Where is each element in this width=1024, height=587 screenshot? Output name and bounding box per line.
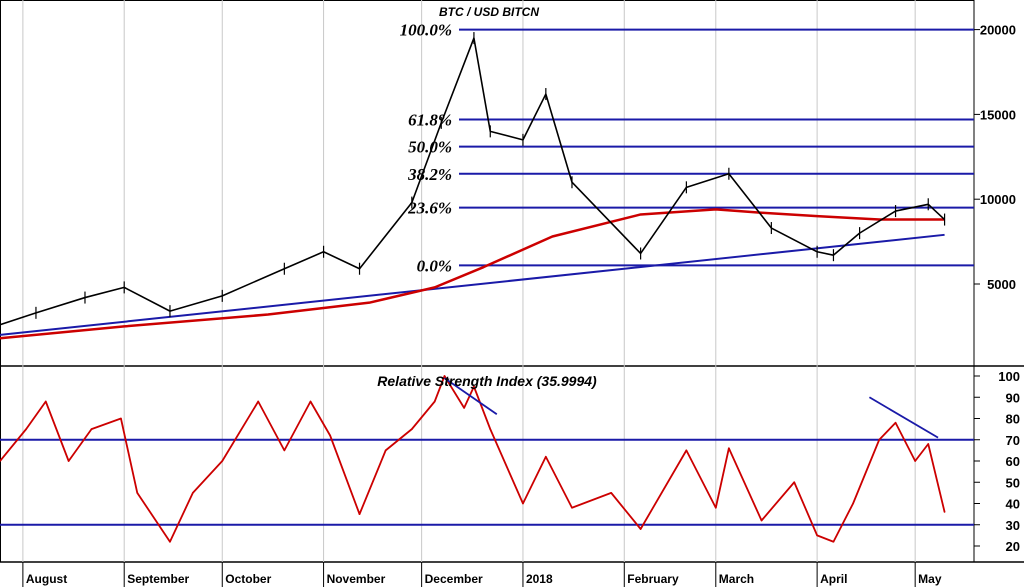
rsi-point	[221, 460, 224, 462]
rsi-point	[816, 534, 818, 537]
rsi-point	[894, 421, 897, 424]
price-line	[0, 37, 946, 326]
rsi-point	[25, 428, 27, 430]
rsi-point	[473, 385, 475, 388]
rsi-point	[522, 502, 524, 505]
price-tick-label: 10000	[980, 192, 1016, 207]
rsi-point	[257, 400, 260, 403]
rsi-point	[489, 428, 492, 430]
rsi-point	[192, 492, 194, 494]
fib-level-label: 50.0%	[408, 138, 452, 157]
rsi-line	[0, 375, 946, 543]
price-tick-label: 15000	[980, 107, 1016, 122]
rsi-point	[914, 460, 916, 462]
rsi-point	[0, 460, 1, 462]
month-label: March	[719, 572, 754, 586]
rsi-tick-label: 40	[1006, 497, 1020, 512]
price-tick-label: 20000	[980, 23, 1016, 38]
rsi-point	[943, 511, 946, 513]
month-label: November	[327, 572, 386, 586]
price-trendline	[0, 233, 945, 336]
rsi-point	[610, 492, 613, 494]
rsi-point	[832, 540, 835, 543]
chart-frame	[0, 0, 1024, 563]
rsi-point	[443, 375, 446, 377]
rsi-point	[329, 434, 331, 437]
rsi-point	[309, 400, 312, 403]
rsi-point	[358, 513, 361, 515]
rsi-point	[545, 455, 547, 458]
fib-level-label: 0.0%	[417, 256, 452, 275]
fib-level-label: 100.0%	[400, 21, 452, 40]
month-gridlines	[22, 0, 916, 587]
rsi-point	[283, 449, 286, 452]
rsi-point	[571, 506, 573, 509]
rsi-tick-label: 50	[1006, 475, 1020, 490]
rsi-panel	[0, 375, 974, 543]
moving-average-line	[0, 208, 945, 340]
rsi-tick-label: 60	[1006, 454, 1020, 469]
rsi-point	[90, 428, 93, 430]
rsi-tick-label: 30	[1006, 518, 1020, 533]
rsi-point	[760, 519, 763, 522]
rsi-tick-label: 90	[1006, 390, 1020, 405]
rsi-point	[67, 460, 70, 462]
rsi-tick-label: 100	[998, 369, 1020, 384]
rsi-tick-label: 70	[1006, 433, 1020, 448]
rsi-point	[878, 438, 881, 441]
month-label: May	[918, 572, 942, 586]
rsi-point	[728, 447, 730, 450]
rsi-trendline	[443, 377, 498, 415]
fib-level-label: 23.6%	[407, 199, 452, 218]
rsi-point	[639, 528, 642, 530]
rsi-chart-title: Relative Strength Index (35.9994)	[377, 373, 597, 389]
fib-level-label: 38.2%	[407, 165, 452, 184]
rsi-point	[793, 481, 796, 484]
price-tick-label: 5000	[987, 277, 1016, 292]
rsi-point	[411, 428, 413, 430]
month-label: 2018	[526, 572, 553, 586]
rsi-point	[169, 540, 171, 543]
rsi-trendline	[868, 396, 939, 439]
price-chart-title: BTC / USD BITCN	[439, 5, 539, 19]
rsi-point	[685, 449, 688, 452]
rsi-point	[44, 400, 47, 403]
rsi-tick-label: 20	[1006, 539, 1020, 554]
rsi-tick-label: 80	[1006, 412, 1020, 427]
fibonacci-levels: 100.0%61.8%50.0%38.2%23.6%0.0%	[400, 21, 974, 275]
rsi-point	[136, 492, 139, 494]
rsi-point	[852, 502, 854, 505]
month-label: February	[627, 572, 679, 586]
month-label: October	[225, 572, 271, 586]
month-label: December	[425, 572, 483, 586]
price-panel	[0, 32, 946, 340]
rsi-point	[433, 400, 436, 403]
month-label: April	[820, 572, 847, 586]
rsi-point	[384, 449, 387, 452]
plot-border	[0, 0, 975, 563]
axis-labels: August September October November December 20…	[26, 23, 1020, 586]
rsi-point	[714, 506, 717, 509]
month-label: September	[127, 572, 189, 586]
month-label: August	[26, 572, 67, 586]
rsi-point	[120, 417, 122, 420]
rsi-point	[927, 443, 930, 445]
rsi-point	[463, 407, 465, 409]
